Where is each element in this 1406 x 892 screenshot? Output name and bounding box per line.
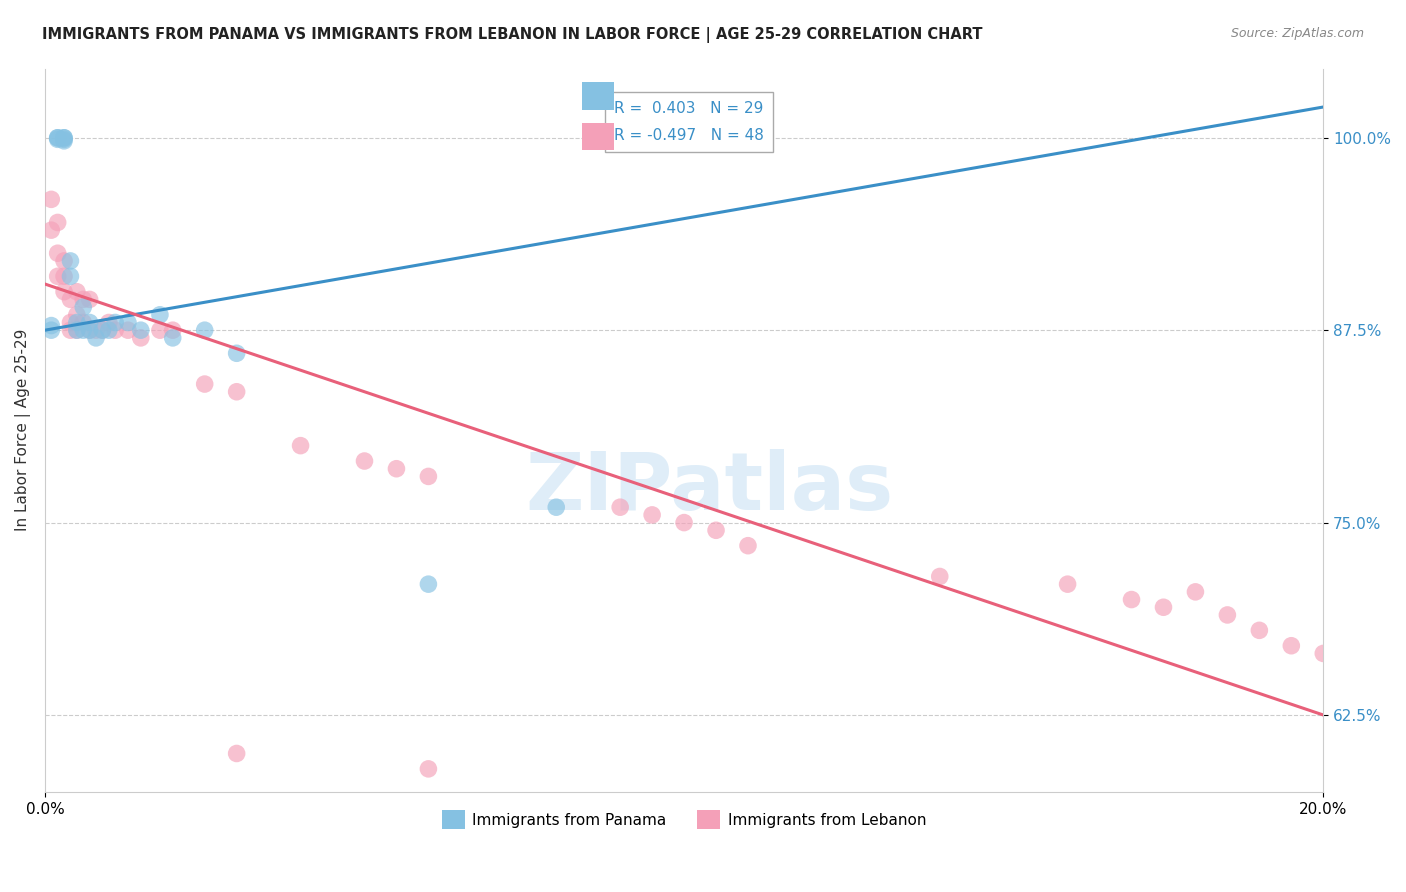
Point bbox=[39, 323, 62, 337]
Point bbox=[1312, 647, 1334, 661]
Text: R =  0.403   N = 29
R = -0.497   N = 48: R = 0.403 N = 29 R = -0.497 N = 48 bbox=[614, 101, 763, 143]
Point bbox=[59, 293, 82, 307]
Point bbox=[72, 316, 94, 330]
Point bbox=[673, 516, 696, 530]
Point bbox=[1249, 624, 1271, 638]
Point bbox=[91, 323, 114, 337]
Point bbox=[79, 323, 101, 337]
Point bbox=[609, 500, 631, 515]
Point bbox=[53, 269, 76, 284]
Point bbox=[149, 308, 172, 322]
Point bbox=[66, 316, 89, 330]
Point bbox=[1279, 639, 1302, 653]
Point bbox=[84, 323, 107, 337]
Point bbox=[104, 323, 127, 337]
Point bbox=[66, 323, 89, 337]
Point bbox=[1056, 577, 1078, 591]
Point bbox=[53, 285, 76, 299]
Point bbox=[353, 454, 375, 468]
Point bbox=[641, 508, 664, 522]
Point bbox=[79, 293, 101, 307]
Point bbox=[546, 500, 568, 515]
Point bbox=[928, 569, 950, 583]
Point bbox=[46, 132, 69, 146]
Point bbox=[53, 134, 76, 148]
Point bbox=[117, 316, 139, 330]
Point bbox=[91, 323, 114, 337]
Legend: Immigrants from Panama, Immigrants from Lebanon: Immigrants from Panama, Immigrants from … bbox=[436, 804, 932, 835]
Bar bbox=[582, 82, 614, 110]
Point bbox=[162, 331, 184, 345]
Point bbox=[162, 323, 184, 337]
Point bbox=[46, 269, 69, 284]
Point bbox=[418, 762, 440, 776]
Text: ZIPatlas: ZIPatlas bbox=[526, 449, 894, 527]
Bar bbox=[582, 123, 614, 150]
Point bbox=[1153, 600, 1175, 615]
Point bbox=[53, 130, 76, 145]
Point bbox=[1121, 592, 1143, 607]
Point bbox=[46, 130, 69, 145]
Point bbox=[225, 346, 247, 360]
Point bbox=[129, 331, 152, 345]
Point bbox=[225, 384, 247, 399]
Point bbox=[79, 323, 101, 337]
Point bbox=[39, 223, 62, 237]
Point bbox=[53, 254, 76, 268]
Y-axis label: In Labor Force | Age 25-29: In Labor Force | Age 25-29 bbox=[15, 329, 31, 532]
Point bbox=[79, 316, 101, 330]
Point bbox=[418, 577, 440, 591]
Point bbox=[59, 269, 82, 284]
Point bbox=[39, 192, 62, 206]
Point bbox=[59, 254, 82, 268]
Point bbox=[129, 323, 152, 337]
Point bbox=[104, 316, 127, 330]
Point bbox=[72, 323, 94, 337]
Point bbox=[46, 130, 69, 145]
Point bbox=[46, 215, 69, 229]
Text: IMMIGRANTS FROM PANAMA VS IMMIGRANTS FROM LEBANON IN LABOR FORCE | AGE 25-29 COR: IMMIGRANTS FROM PANAMA VS IMMIGRANTS FRO… bbox=[42, 27, 983, 43]
Point bbox=[59, 316, 82, 330]
Point bbox=[97, 316, 120, 330]
Point bbox=[1184, 585, 1206, 599]
Point bbox=[385, 461, 408, 475]
Point bbox=[66, 323, 89, 337]
Point bbox=[194, 323, 217, 337]
Point bbox=[290, 439, 312, 453]
Point bbox=[66, 308, 89, 322]
Point bbox=[84, 331, 107, 345]
Point bbox=[149, 323, 172, 337]
Point bbox=[39, 318, 62, 333]
Point bbox=[194, 377, 217, 392]
Point bbox=[53, 130, 76, 145]
Point bbox=[72, 293, 94, 307]
Point bbox=[225, 747, 247, 761]
Point bbox=[53, 132, 76, 146]
Point bbox=[418, 469, 440, 483]
Point bbox=[46, 246, 69, 260]
Text: Source: ZipAtlas.com: Source: ZipAtlas.com bbox=[1230, 27, 1364, 40]
Point bbox=[97, 323, 120, 337]
Point bbox=[66, 285, 89, 299]
Point bbox=[59, 323, 82, 337]
Point bbox=[72, 300, 94, 314]
Point bbox=[737, 539, 759, 553]
Point bbox=[704, 523, 727, 537]
Point bbox=[117, 323, 139, 337]
Point bbox=[1216, 607, 1239, 622]
